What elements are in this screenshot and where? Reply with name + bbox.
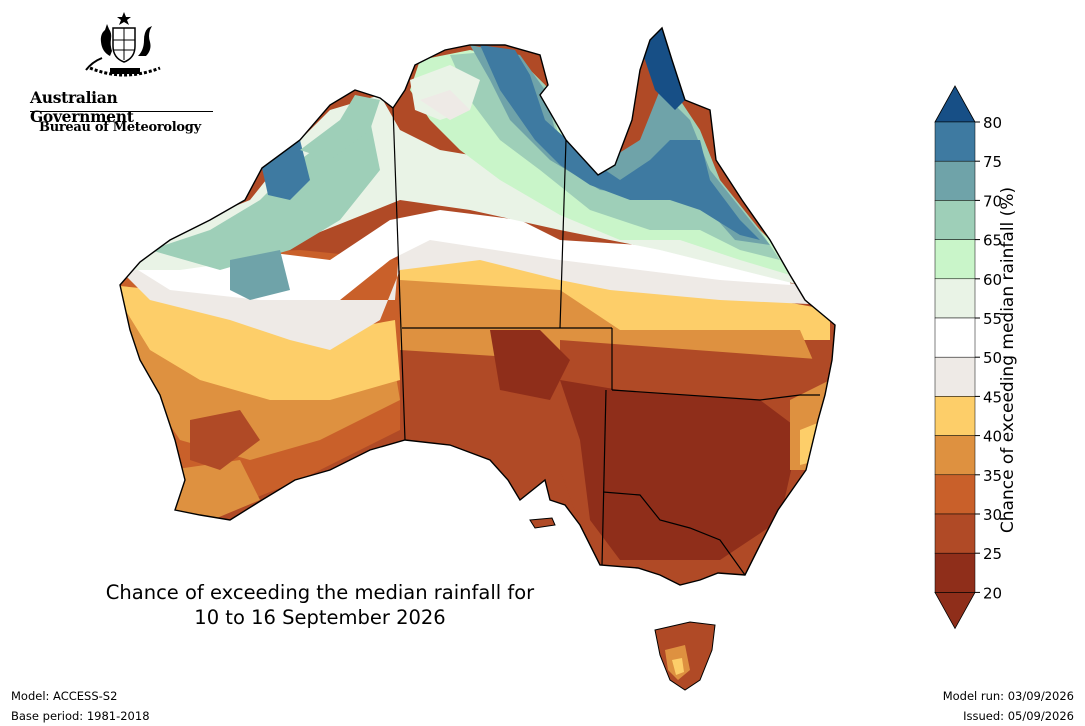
colorbar-band [934, 513, 976, 554]
colorbar-tick-label: 35 [983, 467, 1002, 485]
colorbar-tick-label: 45 [983, 388, 1002, 406]
colorbar-tick-label: 70 [983, 192, 1002, 210]
colorbar-band [934, 396, 976, 436]
colorbar-band [934, 474, 976, 515]
state-borders [392, 107, 820, 576]
colorbar-tick-label: 25 [983, 545, 1002, 563]
colorbar-label-text: Chance of exceeding median rainfall (%) [998, 186, 1018, 534]
colorbar-band [934, 552, 976, 593]
map-title: Chance of exceeding the median rainfall … [60, 580, 580, 630]
probability-fill [120, 28, 835, 585]
colorbar-band [934, 317, 976, 358]
colorbar: 80 75 70 65 60 55 50 45 40 35 30 25 20 [934, 85, 1002, 630]
colorbar-band [934, 239, 976, 280]
colorbar-tick-label: 55 [983, 310, 1002, 328]
colorbar-cap-top [934, 85, 976, 123]
model-name: Model: ACCESS-S2 [11, 689, 118, 703]
colorbar-band [934, 356, 976, 397]
colorbar-tick-label: 30 [983, 506, 1002, 524]
colorbar-band [934, 121, 976, 162]
model-run-date: Model run: 03/09/2026 [942, 689, 1074, 703]
base-period: Base period: 1981-2018 [11, 709, 150, 723]
colorbar-band [934, 435, 976, 476]
issued-date: Issued: 05/09/2026 [963, 709, 1074, 723]
colorbar-tick-label: 75 [983, 153, 1002, 171]
map-title-line-2: 10 to 16 September 2026 [194, 606, 446, 629]
colorbar-tick-label: 65 [983, 232, 1002, 250]
colorbar-tick-label: 60 [983, 271, 1002, 289]
colorbar-tick-label: 80 [983, 114, 1002, 132]
colorbar-tick-label: 20 [983, 584, 1002, 602]
colorbar-tick-label: 50 [983, 349, 1002, 367]
colorbar-band [934, 278, 976, 319]
map-title-line-1: Chance of exceeding the median rainfall … [105, 581, 535, 604]
coat-of-arms-icon [85, 12, 161, 77]
colorbar-tick-label: 40 [983, 428, 1002, 446]
colorbar-band [934, 200, 976, 240]
bureau-name: Bureau of Meteorology [39, 120, 201, 135]
logo-divider [30, 111, 213, 112]
bom-logo: Australian Government Bureau of Meteorol… [22, 10, 222, 140]
colorbar-band [934, 160, 976, 201]
colorbar-cap-bottom [934, 592, 976, 630]
